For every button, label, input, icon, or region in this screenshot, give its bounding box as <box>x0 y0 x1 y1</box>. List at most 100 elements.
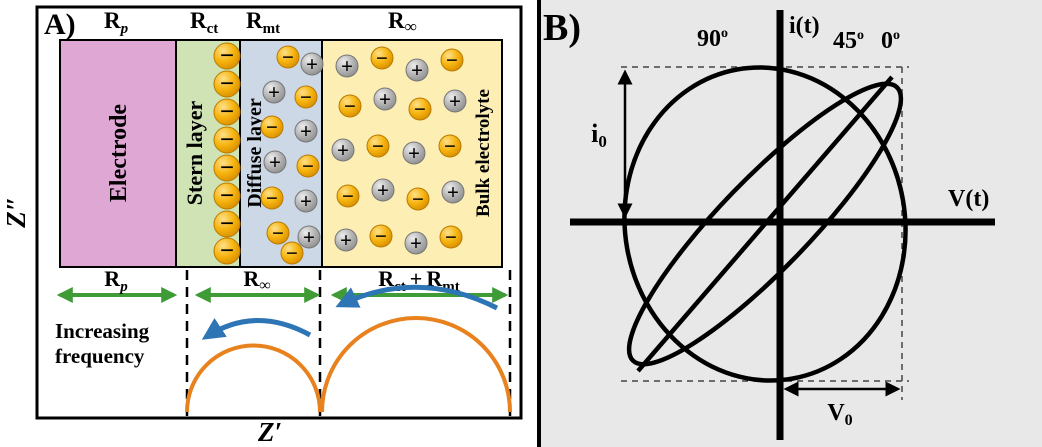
anion: − <box>213 182 241 210</box>
anion: − <box>438 134 462 158</box>
svg-text:−: − <box>414 97 426 121</box>
rct-top-label: Rct <box>190 8 218 37</box>
svg-text:−: − <box>282 45 294 69</box>
svg-text:−: − <box>342 184 354 208</box>
anion: − <box>213 42 241 70</box>
svg-text:+: + <box>303 225 315 249</box>
rp-span-label: Rp <box>104 266 128 295</box>
z-imaginary-axis-label: Z″ <box>1 196 31 228</box>
v0-label: V0 <box>827 400 852 429</box>
anion: − <box>213 237 241 265</box>
panel-divider <box>537 0 541 447</box>
svg-text:+: + <box>268 80 280 104</box>
anion: − <box>280 241 304 265</box>
sum-span-label: Rct + Rmt <box>378 266 459 295</box>
svg-text:−: − <box>220 127 234 154</box>
svg-text:+: + <box>300 189 312 213</box>
rinf-top-label: R∞ <box>388 8 417 36</box>
anion: − <box>213 98 241 126</box>
phase-90-label: 90o <box>697 26 728 52</box>
svg-text:+: + <box>341 54 353 78</box>
cation: + <box>334 228 358 252</box>
svg-text:−: − <box>220 43 234 70</box>
ions-layer: −−−−−−−−− ++ −− ++ −− +− +−+ − + −− + − ++ − + −− + − ++ − +… <box>213 42 467 265</box>
anion: − <box>440 48 464 72</box>
svg-text:+: + <box>340 228 352 252</box>
anion: − <box>260 186 284 210</box>
svg-text:−: − <box>344 94 356 118</box>
cation: + <box>297 225 321 249</box>
panel-a: Electrode Stern layer Diffuse layer Bulk… <box>1 5 523 447</box>
anion: − <box>336 184 360 208</box>
electrode-region <box>59 39 177 268</box>
large-semicircle-arc <box>320 316 512 413</box>
svg-text:+: + <box>411 58 423 82</box>
bulk-electrolyte-label: Bulk electrolyte <box>473 89 494 217</box>
stern-layer-label: Stern layer <box>182 101 207 206</box>
diffuse-layer-label: Diffuse layer <box>244 98 266 208</box>
cation: + <box>335 54 359 78</box>
cation: + <box>402 141 426 165</box>
panel-b: i0 V0 B) 90o i(t) 45o 0o V(t) <box>537 0 1042 447</box>
anion: − <box>408 97 432 121</box>
rp-top-label: Rp <box>104 8 129 37</box>
small-semicircle-arc <box>185 343 322 413</box>
anion: − <box>276 45 300 69</box>
svg-text:−: − <box>372 134 384 158</box>
anion: − <box>366 134 390 158</box>
svg-text:−: − <box>220 183 234 210</box>
svg-text:−: − <box>220 99 234 126</box>
anion: − <box>213 126 241 154</box>
anion: − <box>369 224 393 248</box>
rinf-span-label: R∞ <box>243 266 270 294</box>
svg-text:−: − <box>220 155 234 182</box>
cation: + <box>331 138 355 162</box>
frequency-arrow-small <box>201 318 312 340</box>
cation: + <box>300 52 324 76</box>
svg-text:−: − <box>446 48 458 72</box>
cation: + <box>263 150 287 174</box>
anion: − <box>213 210 241 238</box>
svg-text:+: + <box>306 52 318 76</box>
cation: + <box>371 178 395 202</box>
svg-text:−: − <box>300 85 312 109</box>
frequency-arrow-large <box>335 284 499 311</box>
cation: + <box>373 87 397 111</box>
anion: − <box>370 46 394 70</box>
anion: − <box>213 70 241 98</box>
svg-text:−: − <box>412 187 424 211</box>
svg-text:−: − <box>266 186 278 210</box>
svg-text:+: + <box>337 138 349 162</box>
rmt-top-label: Rmt <box>246 8 280 37</box>
cation: + <box>294 189 318 213</box>
svg-text:−: − <box>272 221 284 245</box>
lissajous-45deg-ellipse <box>626 81 904 367</box>
current-axis-label: i(t) <box>789 13 820 39</box>
note-line1: Increasing <box>55 319 150 343</box>
lissajous-90deg-ellipse <box>622 65 908 383</box>
svg-text:+: + <box>300 119 312 143</box>
svg-text:−: − <box>220 71 234 98</box>
svg-text:+: + <box>449 89 461 113</box>
anion: − <box>260 115 284 139</box>
svg-text:−: − <box>286 241 298 265</box>
cation: + <box>443 89 467 113</box>
anion: − <box>439 225 463 249</box>
anion: − <box>213 154 241 182</box>
svg-text:−: − <box>266 115 278 139</box>
cation: + <box>262 80 286 104</box>
z-real-axis-label: Z′ <box>257 417 282 447</box>
phase-45-label: 45o <box>833 28 864 54</box>
anion: − <box>338 94 362 118</box>
svg-text:+: + <box>447 180 459 204</box>
anion: − <box>266 221 290 245</box>
svg-text:+: + <box>410 231 422 255</box>
svg-text:+: + <box>379 87 391 111</box>
svg-text:−: − <box>445 225 457 249</box>
anion: − <box>406 187 430 211</box>
svg-text:−: − <box>376 46 388 70</box>
svg-text:−: − <box>302 154 314 178</box>
svg-text:−: − <box>220 238 234 265</box>
cation: + <box>441 180 465 204</box>
anion: − <box>296 154 320 178</box>
